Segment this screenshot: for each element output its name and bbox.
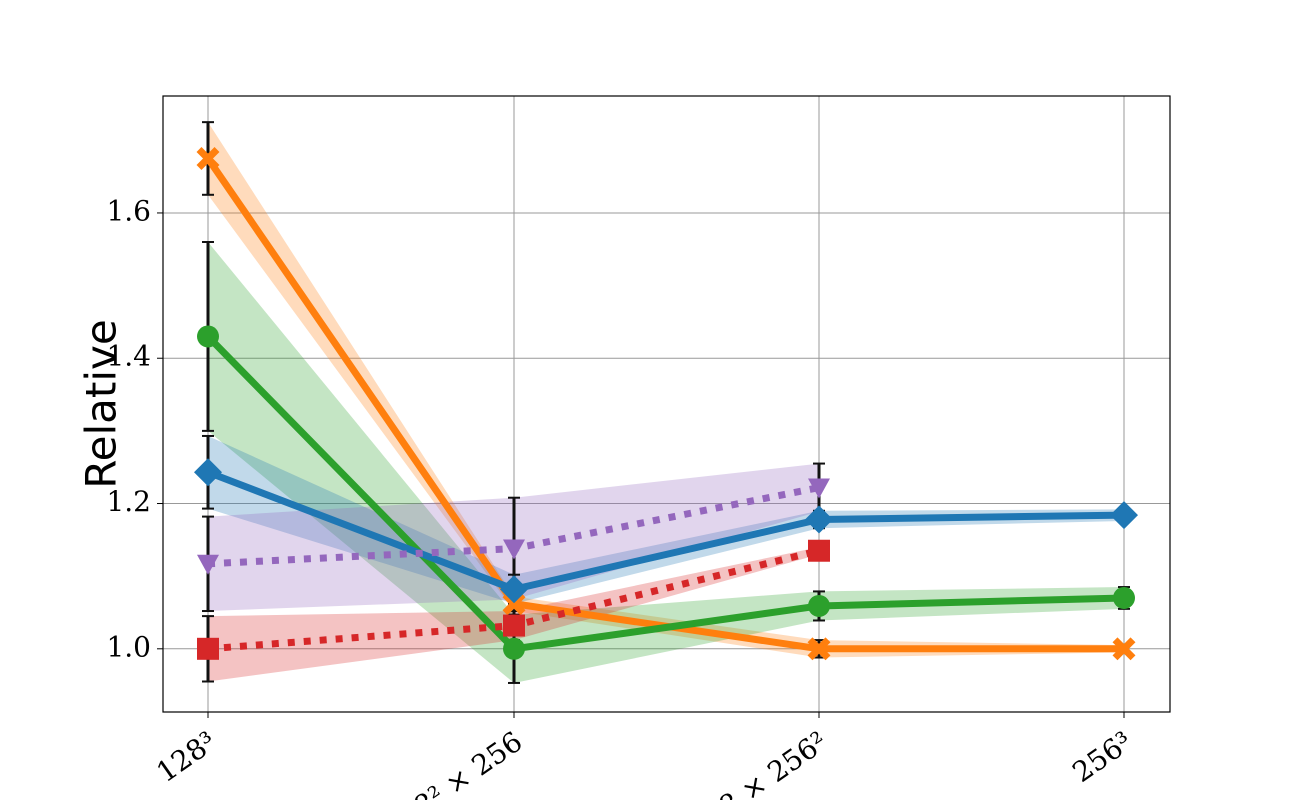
x-tick-label: 128² × 256 — [379, 725, 528, 800]
marker — [194, 458, 222, 487]
x-tick-label: 128³ — [150, 725, 222, 789]
marker — [197, 325, 219, 348]
x-tick-label: 256³ — [1066, 725, 1138, 789]
marker — [807, 637, 831, 661]
marker — [808, 594, 830, 617]
y-tick-label: 1.0 — [106, 630, 151, 663]
marker — [808, 539, 830, 562]
y-tick-label: 1.4 — [106, 340, 151, 373]
marker — [197, 554, 219, 575]
marker — [805, 505, 833, 534]
y-axis-label: Relative — [77, 319, 126, 488]
marker — [1112, 637, 1136, 661]
y-tick-label: 1.6 — [106, 194, 151, 227]
marker — [503, 539, 525, 560]
marker — [500, 575, 528, 604]
marker — [502, 592, 526, 616]
series-line — [206, 469, 1125, 593]
marker — [1110, 501, 1138, 530]
x-tick-label: 128 × 256² — [684, 725, 833, 800]
series-line — [205, 333, 1125, 653]
marker — [197, 637, 219, 660]
marker — [503, 637, 525, 660]
y-tick-label: 1.2 — [106, 485, 151, 518]
marker — [808, 478, 830, 499]
plot-frame — [162, 95, 1171, 713]
marker — [503, 614, 525, 637]
marker — [196, 146, 220, 170]
marker — [1113, 586, 1135, 609]
